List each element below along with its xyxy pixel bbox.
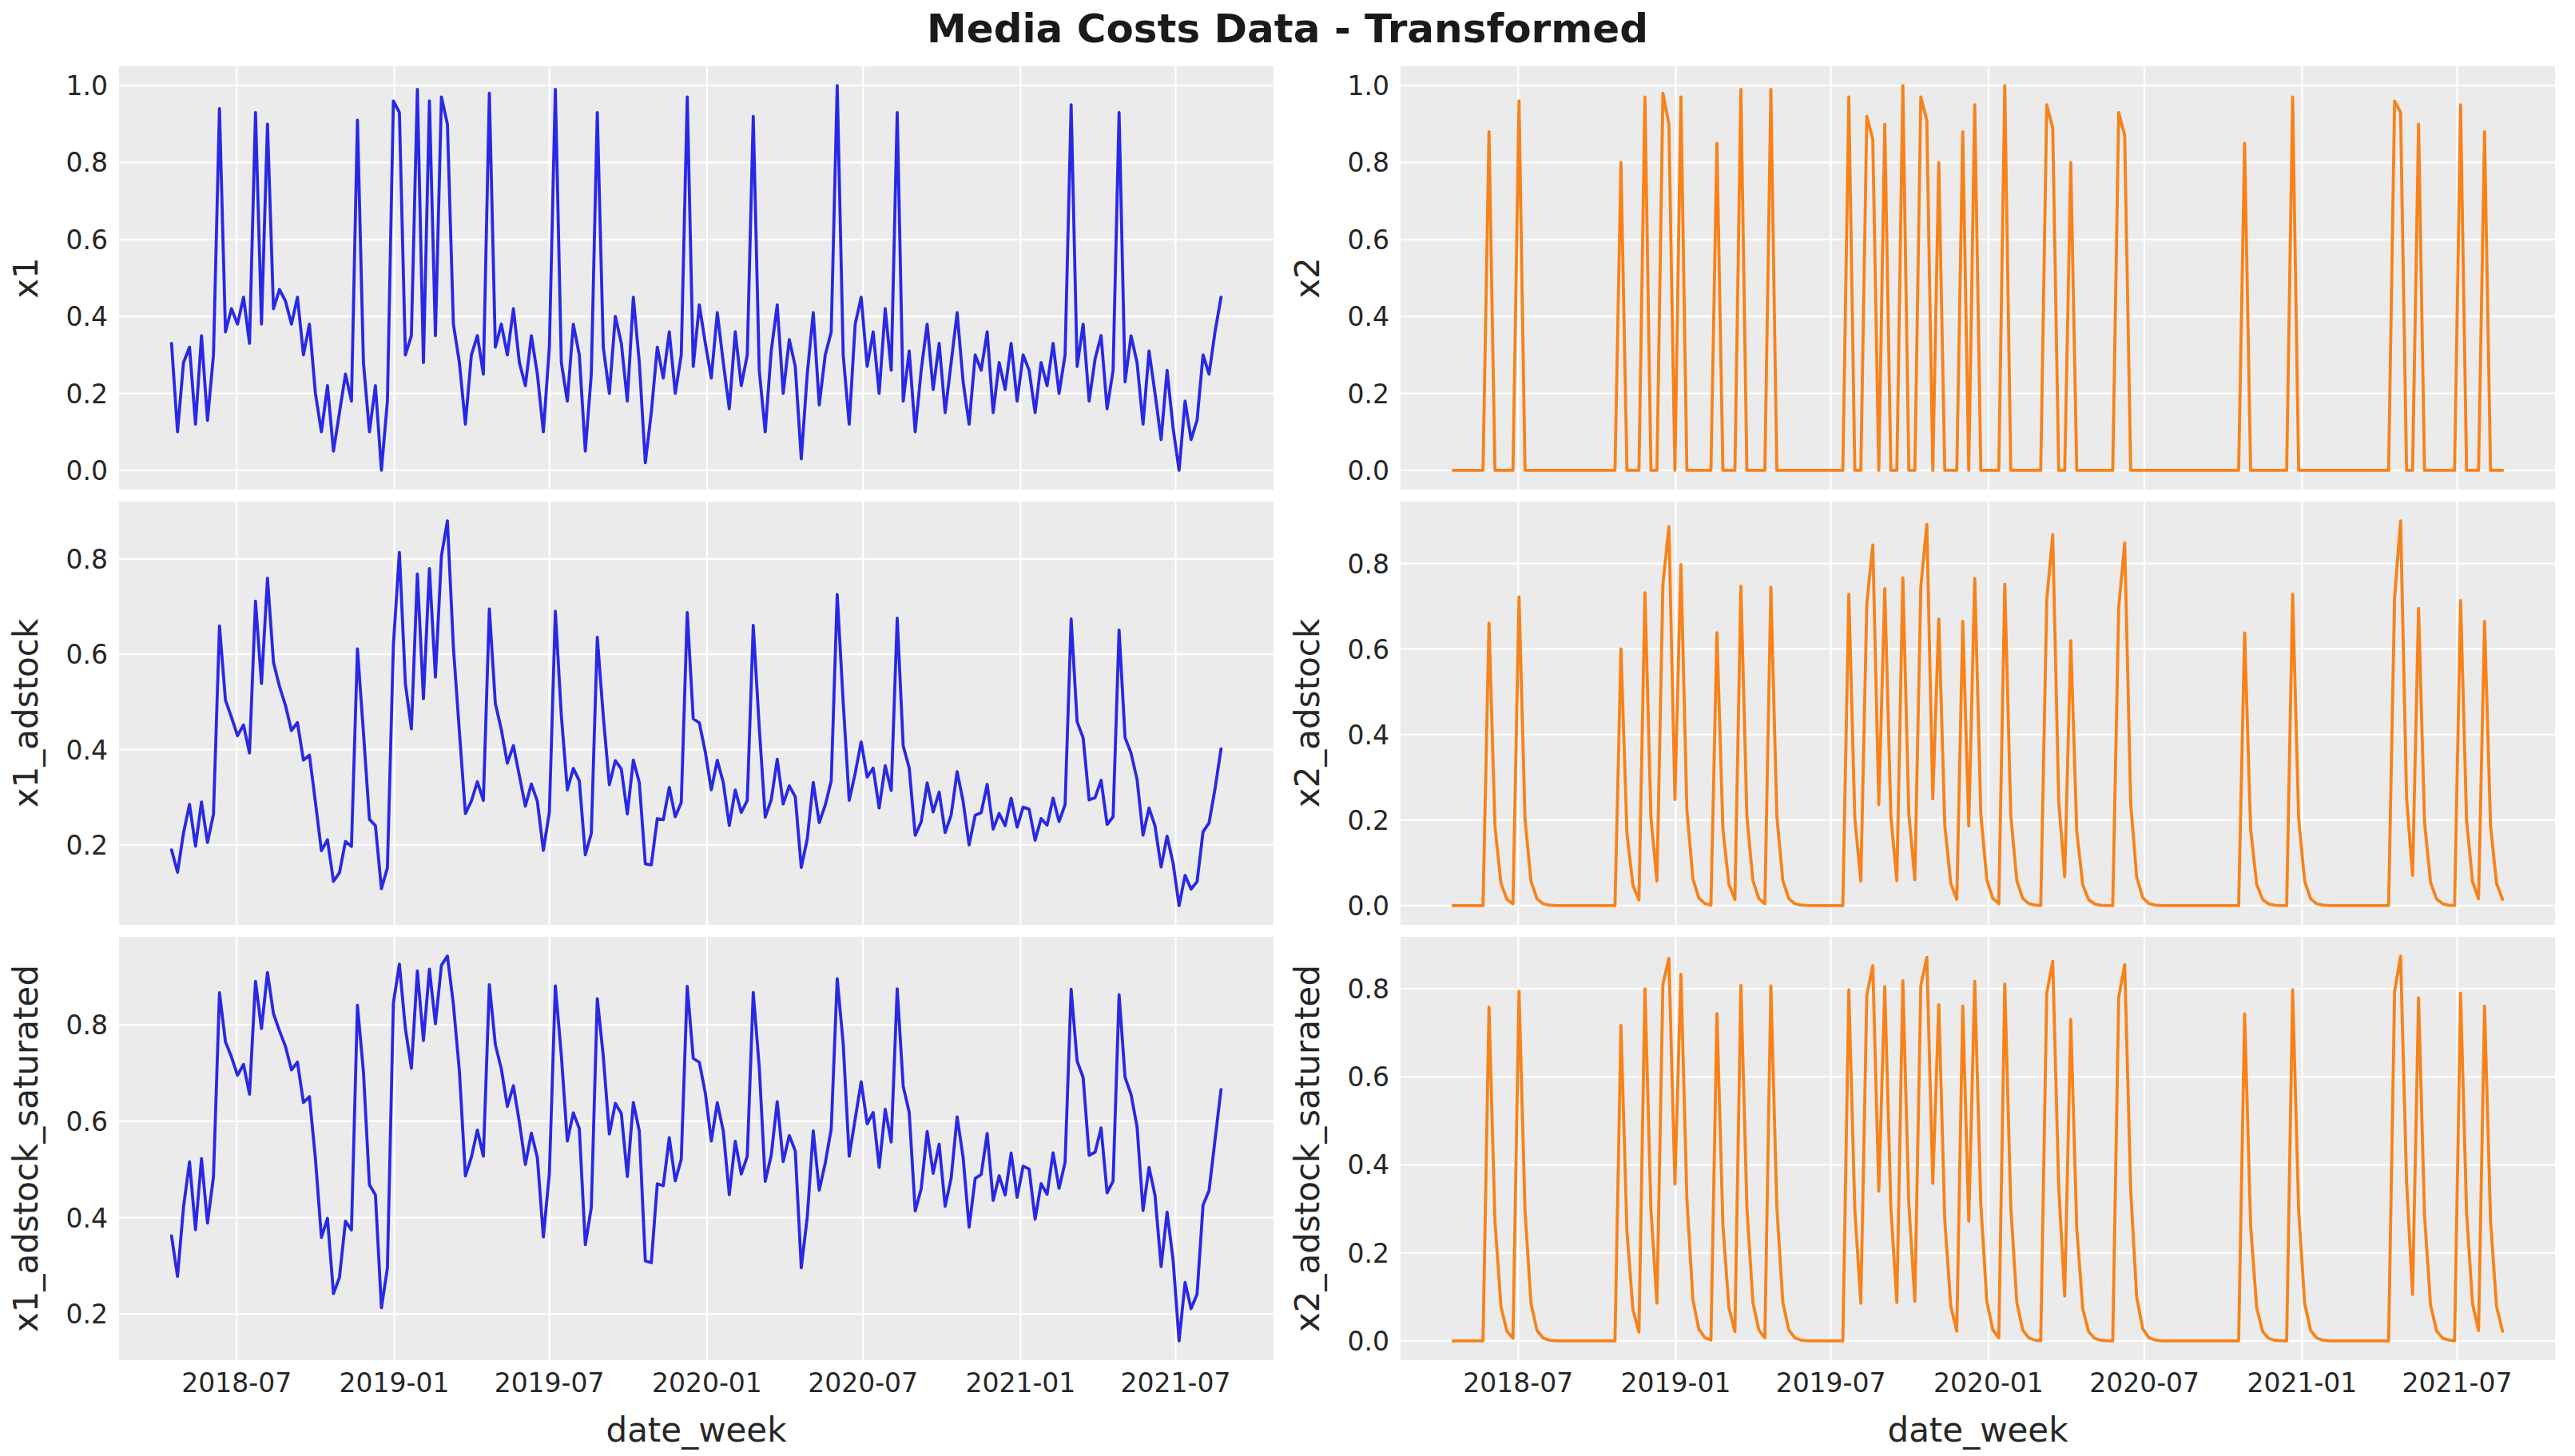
- series-line-x1_adstock: [172, 521, 1222, 906]
- y-tick-label: 0.8: [1348, 973, 1389, 1004]
- figure-title: Media Costs Data - Transformed: [0, 6, 2575, 52]
- y-axis-label-x1: x1: [6, 257, 46, 299]
- y-tick-label: 0.4: [66, 301, 108, 332]
- y-axis-label-x1_adstock_saturated: x1_adstock_saturated: [6, 965, 46, 1332]
- y-axis-label-x2: x2: [1288, 257, 1327, 299]
- y-tick-label: 0.2: [1348, 378, 1389, 409]
- x-tick-label: 2019-01: [1621, 1367, 1731, 1398]
- x-tick-label: 2020-01: [652, 1367, 762, 1398]
- subplot-canvas-x2_adstock_saturated: [1401, 937, 2555, 1360]
- y-tick-label: 0.0: [66, 454, 108, 486]
- series-line-x2_adstock_saturated: [1453, 956, 2503, 1341]
- y-tick-label: 0.2: [66, 1299, 108, 1330]
- y-axis-label-x2_adstock_saturated: x2_adstock_saturated: [1288, 965, 1327, 1332]
- x-tick-label: 2021-07: [2402, 1367, 2513, 1398]
- x-tick-label: 2019-01: [340, 1367, 450, 1398]
- x-tick-label: 2020-07: [808, 1367, 918, 1398]
- y-axis-label-x2_adstock: x2_adstock: [1288, 619, 1327, 807]
- y-tick-label: 0.2: [1348, 1237, 1389, 1268]
- series-line-x2_adstock: [1453, 521, 2503, 906]
- y-tick-label: 0.6: [1348, 1061, 1389, 1093]
- y-tick-label: 0.6: [1348, 224, 1389, 255]
- y-tick-label: 0.0: [1348, 454, 1389, 486]
- y-tick-label: 0.8: [1348, 147, 1389, 178]
- subplot-canvas-x1_adstock_saturated: [119, 937, 1274, 1360]
- y-tick-label: 0.8: [66, 543, 108, 574]
- y-tick-label: 0.4: [66, 734, 108, 765]
- x-tick-label: 2018-07: [181, 1367, 292, 1398]
- x-axis-label: date_week: [606, 1410, 786, 1450]
- y-axis-label-x1_adstock: x1_adstock: [6, 619, 46, 807]
- y-tick-label: 0.8: [66, 1010, 108, 1041]
- y-tick-label: 0.6: [66, 639, 108, 670]
- series-line-x1_adstock_saturated: [172, 956, 1222, 1341]
- x-tick-label: 2020-01: [1933, 1367, 2044, 1398]
- y-tick-label: 0.2: [66, 378, 108, 409]
- subplot-canvas-x1_adstock: [119, 502, 1274, 925]
- x-tick-label: 2021-07: [1121, 1367, 1231, 1398]
- subplot-x2_adstock_saturated: [1401, 937, 2555, 1360]
- x-tick-label: 2020-07: [2089, 1367, 2199, 1398]
- x-tick-label: 2021-01: [2247, 1367, 2357, 1398]
- subplot-canvas-x2_adstock: [1401, 502, 2555, 925]
- y-tick-label: 0.4: [1348, 301, 1389, 332]
- x-tick-label: 2021-01: [965, 1367, 1075, 1398]
- y-tick-label: 0.8: [1348, 548, 1389, 579]
- subplot-x1_adstock_saturated: [119, 937, 1274, 1360]
- y-tick-label: 0.8: [66, 147, 108, 178]
- y-tick-label: 0.4: [1348, 719, 1389, 750]
- x-tick-label: 2018-07: [1463, 1367, 1573, 1398]
- x-tick-label: 2019-07: [495, 1367, 605, 1398]
- y-tick-label: 0.6: [66, 1105, 108, 1137]
- y-tick-label: 1.0: [1348, 70, 1389, 101]
- y-tick-label: 0.2: [66, 829, 108, 860]
- series-line-x1: [172, 85, 1222, 470]
- y-tick-label: 1.0: [66, 70, 108, 101]
- y-tick-label: 0.4: [66, 1202, 108, 1233]
- subplot-x2: [1401, 66, 2555, 490]
- y-tick-label: 0.6: [66, 224, 108, 255]
- y-tick-label: 0.2: [1348, 804, 1389, 835]
- y-tick-label: 0.0: [1348, 1325, 1389, 1356]
- figure: Media Costs Data - Transformed 0.0 0.2 0.4…: [0, 0, 2575, 1456]
- subplot-x1: [119, 66, 1274, 490]
- x-tick-label: 2019-07: [1776, 1367, 1886, 1398]
- subplot-x2_adstock: [1401, 502, 2555, 925]
- y-tick-label: 0.4: [1348, 1149, 1389, 1180]
- subplot-canvas-x2: [1401, 66, 2555, 490]
- x-axis-label: date_week: [1887, 1410, 2068, 1450]
- y-tick-label: 0.0: [1348, 890, 1389, 921]
- subplot-x1_adstock: [119, 502, 1274, 925]
- subplot-canvas-x1: [119, 66, 1274, 490]
- series-line-x2: [1453, 85, 2503, 470]
- y-tick-label: 0.6: [1348, 633, 1389, 665]
